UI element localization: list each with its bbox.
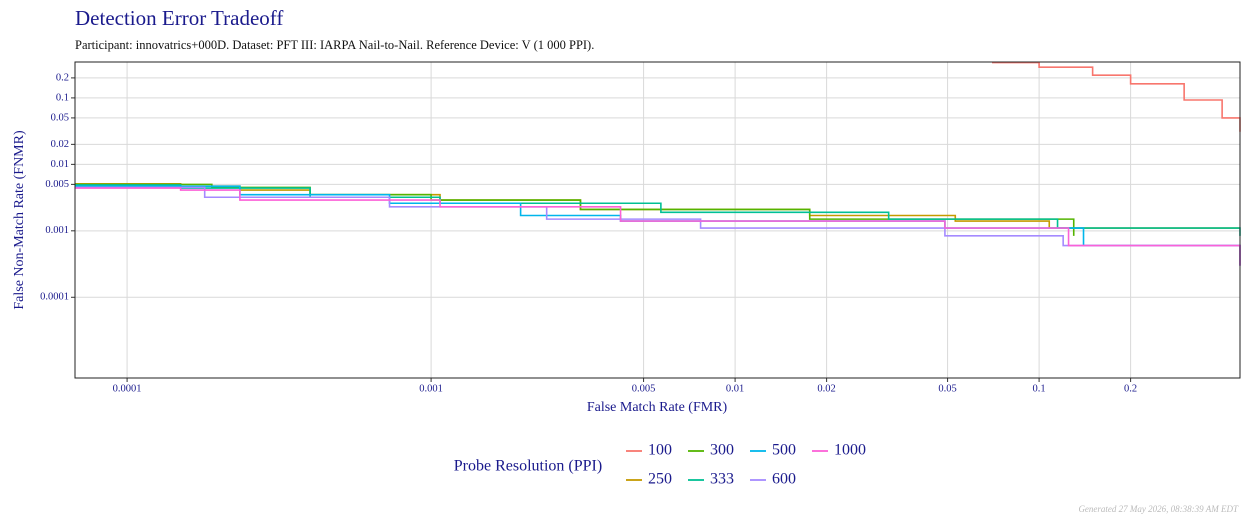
series-line (992, 61, 1241, 132)
legend-title: Probe Resolution (PPI) (454, 458, 602, 475)
y-tick-label: 0.0001 (40, 292, 69, 303)
series-line (75, 186, 1241, 266)
legend-label: 1000 (834, 442, 866, 459)
y-tick-label: 0.05 (51, 112, 69, 123)
legend-label: 600 (772, 471, 796, 488)
chart-subtitle: Participant: innovatrics+000D. Dataset: … (75, 38, 594, 52)
x-tick-label: 0.2 (1124, 383, 1137, 394)
x-tick-label: 0.01 (726, 383, 744, 394)
x-tick-label: 0.001 (419, 383, 443, 394)
footnote: Generated 27 May 2026, 08:38:39 AM EDT (1078, 504, 1239, 514)
x-tick-label: 0.0001 (113, 383, 142, 394)
x-tick-label: 0.1 (1033, 383, 1046, 394)
legend-label: 333 (710, 471, 734, 488)
y-tick-label: 0.1 (56, 92, 69, 103)
legend-label: 250 (648, 471, 672, 488)
x-tick-label: 0.005 (632, 383, 656, 394)
x-tick-label: 0.02 (817, 383, 835, 394)
x-axis-title: False Match Rate (FMR) (587, 400, 728, 415)
legend-label: 500 (772, 442, 796, 459)
series-line (75, 187, 1241, 266)
y-tick-label: 0.02 (51, 139, 69, 150)
x-tick-label: 0.05 (938, 383, 956, 394)
series-line (75, 185, 1241, 266)
plot-border (74, 61, 1241, 379)
y-tick-label: 0.005 (45, 179, 69, 190)
y-tick-label: 0.001 (45, 225, 69, 236)
series-line (75, 184, 1241, 236)
legend-label: 100 (648, 442, 672, 459)
y-tick-label: 0.2 (56, 72, 69, 83)
legend-label: 300 (710, 442, 734, 459)
chart-title: Detection Error Tradeoff (75, 6, 283, 30)
y-axis-title: False Non-Match Rate (FNMR) (12, 130, 27, 310)
y-tick-label: 0.01 (51, 159, 69, 170)
